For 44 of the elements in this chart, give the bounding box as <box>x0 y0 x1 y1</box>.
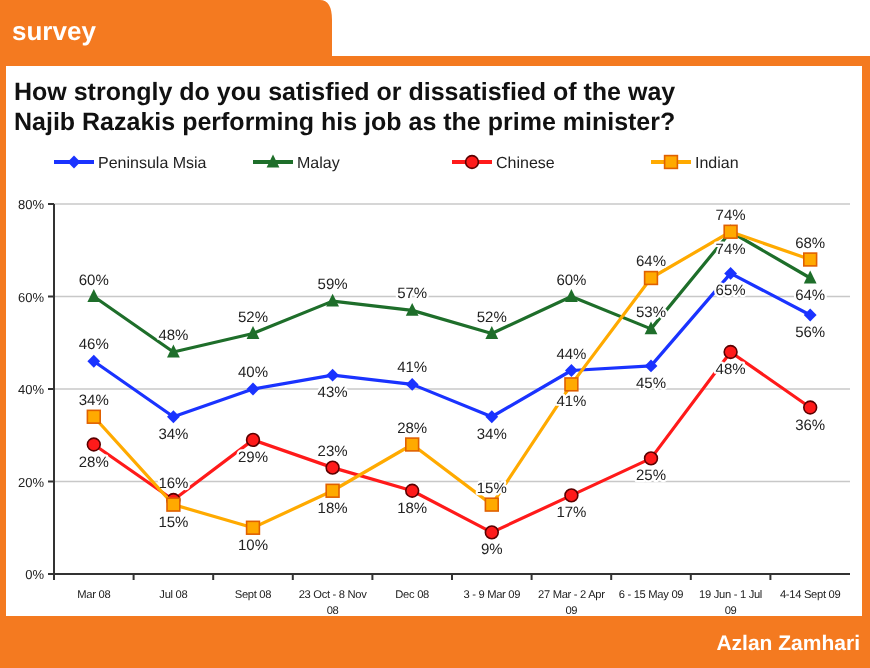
point <box>246 326 260 339</box>
point <box>644 359 658 373</box>
point <box>167 344 180 358</box>
point <box>484 497 499 512</box>
point <box>485 326 499 339</box>
point <box>803 308 817 322</box>
legend-label: Malay <box>297 154 340 172</box>
legend-label: Indian <box>695 154 739 172</box>
point <box>564 377 579 392</box>
point <box>485 410 499 424</box>
point <box>246 382 260 396</box>
point <box>325 483 340 498</box>
point <box>166 497 181 512</box>
point <box>245 432 261 448</box>
point <box>405 377 419 391</box>
point <box>245 520 261 535</box>
chart-title: How strongly do you satisfied or dissatisfied of the way Najib Razakis performing his job as the prime minister? <box>14 78 676 136</box>
point <box>484 525 499 540</box>
legend-label: Chinese <box>496 154 556 172</box>
legend-label: Peninsula Msia <box>98 154 208 172</box>
point <box>565 289 578 302</box>
point <box>87 354 101 368</box>
point <box>325 460 340 475</box>
point <box>723 344 738 360</box>
point <box>326 293 339 307</box>
point <box>405 483 420 498</box>
point <box>803 252 818 267</box>
point <box>87 289 101 302</box>
point <box>803 270 817 284</box>
point <box>564 488 579 503</box>
point <box>803 400 818 415</box>
text: survey <box>12 16 98 46</box>
point <box>643 270 659 286</box>
text: Azlan Zamhari <box>716 632 861 656</box>
point <box>565 364 578 377</box>
point <box>724 266 737 280</box>
point <box>644 321 658 335</box>
point <box>405 437 420 452</box>
point <box>86 437 101 452</box>
point <box>86 409 101 424</box>
point <box>405 302 419 316</box>
point <box>167 410 180 424</box>
point <box>326 368 339 382</box>
point <box>643 451 659 466</box>
